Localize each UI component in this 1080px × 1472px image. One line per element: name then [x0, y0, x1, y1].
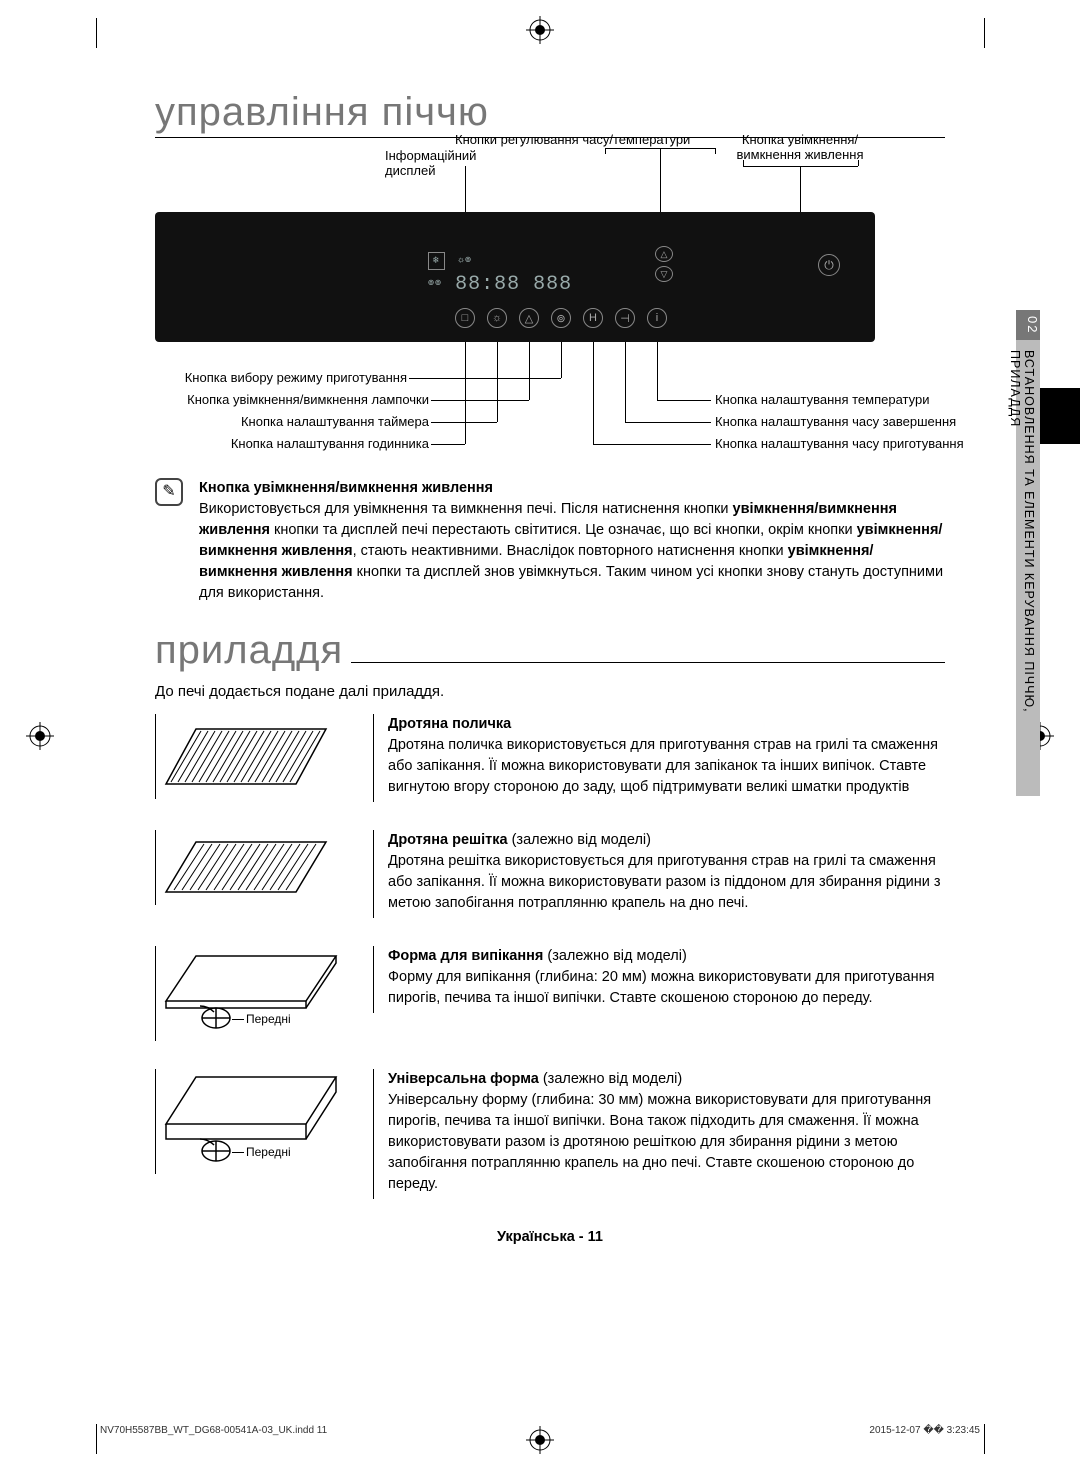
registration-mark-bottom: [526, 1426, 554, 1454]
crop-mark: [96, 18, 97, 48]
callout-temp-set: Кнопка налаштування температури: [715, 392, 975, 407]
end-time-button[interactable]: ⊣: [615, 308, 635, 328]
baking-tray-image: Передні: [155, 946, 355, 1041]
callout-clock: Кнопка налаштування годинника: [145, 436, 429, 451]
display-mode-icon: ❄: [428, 252, 445, 270]
note-title: Кнопка увімкнення/вимкнення живлення: [199, 480, 493, 496]
side-tab: 02 ВСТАНОВЛЕННЯ ТА ЕЛЕМЕНТИ КЕРУВАННЯ ПІ…: [1016, 310, 1040, 790]
stepper-up-icon[interactable]: △: [655, 246, 673, 262]
registration-mark-left: [26, 722, 54, 750]
wire-rack-text: Дротяна решітка (залежно від моделі) Дро…: [373, 830, 945, 918]
callout-info-display: Інформаційний дисплей: [385, 148, 515, 178]
universal-tray-text: Універсальна форма (залежно від моделі) …: [373, 1069, 945, 1199]
note-text: Кнопка увімкнення/вимкнення живлення Вик…: [199, 478, 945, 604]
callout-cook-time: Кнопка налаштування часу приготування: [715, 436, 1005, 451]
lamp-button[interactable]: ☼: [487, 308, 507, 328]
mode-button[interactable]: □: [455, 308, 475, 328]
oven-display: ❄ ☼⊚⊚⊚ 88:88 888: [428, 250, 572, 296]
callout-timer: Кнопка налаштування таймера: [145, 414, 429, 429]
side-tab-number: 02: [1016, 310, 1040, 340]
baking-tray-text: Форма для випікання (залежно від моделі)…: [373, 946, 945, 1013]
wire-rack-image: [155, 830, 355, 905]
display-time: 88:88 888: [455, 273, 572, 296]
accessories-grid: Дротяна поличка Дротяна поличка використ…: [155, 714, 945, 1199]
accessories-intro: До печі додається подане далі приладдя.: [155, 683, 945, 700]
note-icon: ✎: [155, 478, 183, 506]
crop-mark: [96, 1424, 97, 1454]
section-title-accessories: приладдя: [155, 628, 343, 673]
print-meta-left: NV70H5587BB_WT_DG68-00541A-03_UK.indd 11: [100, 1425, 327, 1436]
wire-shelf-image: [155, 714, 355, 799]
stepper-down-icon[interactable]: ▽: [655, 266, 673, 282]
clock-button[interactable]: ⊚: [551, 308, 571, 328]
callout-mode-select: Кнопка вибору режиму приготування: [145, 370, 407, 385]
crop-mark: [984, 1424, 985, 1454]
control-button-row: □ ☼ △ ⊚ H ⊣ i: [455, 308, 667, 328]
callout-end-time: Кнопка налаштування часу завершення: [715, 414, 995, 429]
temp-button[interactable]: i: [647, 308, 667, 328]
oven-control-panel: ❄ ☼⊚⊚⊚ 88:88 888 △ ▽ ⏻ □ ☼ △ ⊚ H ⊣ i: [155, 212, 875, 342]
side-tab-text: ВСТАНОВЛЕННЯ ТА ЕЛЕМЕНТИ КЕРУВАННЯ ПІЧЧЮ…: [1016, 340, 1040, 796]
registration-mark-top: [526, 16, 554, 44]
front-label: Передні: [246, 1012, 291, 1026]
print-meta-right: 2015-12-07 �� 3:23:45: [869, 1425, 980, 1436]
power-button[interactable]: ⏻: [818, 254, 840, 276]
wire-shelf-text: Дротяна поличка Дротяна поличка використ…: [373, 714, 945, 802]
page-footer: Українська - 11: [155, 1229, 945, 1245]
callout-lamp: Кнопка увімкнення/вимкнення лампочки: [145, 392, 429, 407]
cook-time-button[interactable]: H: [583, 308, 603, 328]
side-tab-strip: [1040, 388, 1080, 444]
universal-tray-image: Передні: [155, 1069, 355, 1174]
callout-power: Кнопка увімкнення/ вимкнення живлення: [725, 132, 875, 162]
power-button-note: ✎ Кнопка увімкнення/вимкнення живлення В…: [155, 478, 945, 604]
timer-button[interactable]: △: [519, 308, 539, 328]
callout-time-temp: Кнопки регулювання часу/температури: [455, 132, 715, 147]
control-panel-diagram: Інформаційний дисплей Кнопки регулювання…: [155, 144, 945, 464]
time-temp-stepper: △ ▽: [655, 246, 673, 282]
crop-mark: [984, 18, 985, 48]
section-title-controls: управління піччю: [155, 90, 945, 138]
front-label: Передні: [246, 1145, 291, 1159]
